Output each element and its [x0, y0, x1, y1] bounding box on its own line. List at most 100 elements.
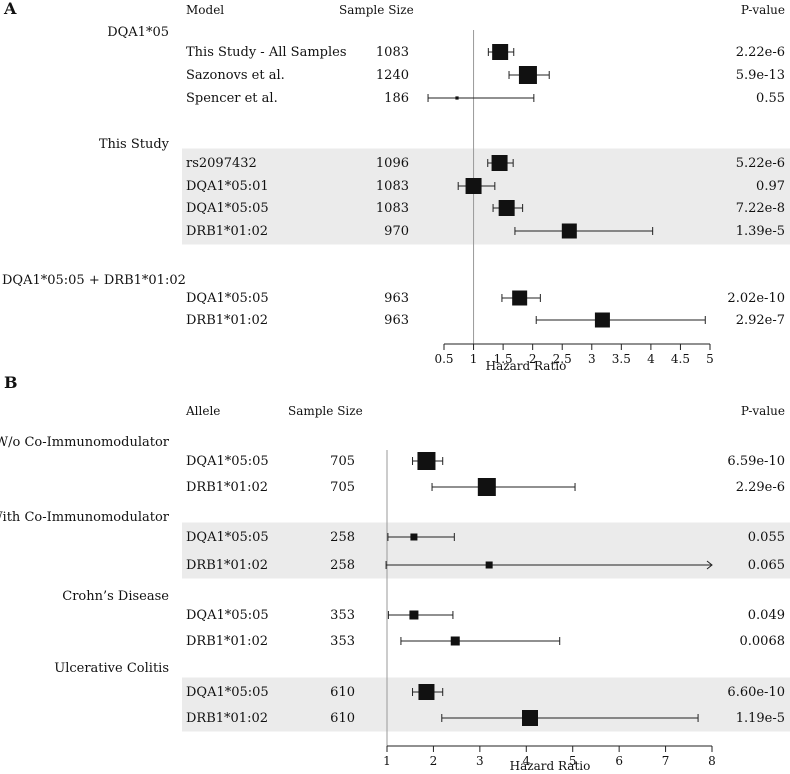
panel-a-x-tick-label-10: 5: [706, 352, 714, 366]
panel-b-group-4-row-2-label: DRB1*01:02: [186, 711, 268, 726]
panel-b-x-axis-label: Hazard Ratio: [510, 759, 591, 773]
panel-a-x-tick-label-2: 1: [470, 352, 478, 366]
panel-a-x-tick-label-1: 0.5: [434, 352, 453, 366]
panel-b-group-4-shade: [182, 677, 790, 732]
panel-a-group-2-row-4-sample-size: 970: [384, 224, 409, 239]
panel-a-x-tick-label-6: 3: [588, 352, 596, 366]
panel-b-x-tick-label-3: 3: [476, 754, 484, 768]
panel-a-x-tick-label-8: 4: [647, 352, 655, 366]
panel-b-x-tick-label-4: 4: [522, 754, 530, 768]
panel-a-group-2-row-4-label: DRB1*01:02: [186, 224, 268, 239]
panel-a-group-2-shade: [182, 148, 790, 245]
panel-b-group-3-row-1-pvalue: 0.049: [748, 608, 785, 623]
panel-b-group-2-title: With Co-Immunomodulator: [0, 510, 170, 525]
panel-b-x-tick-label-7: 7: [662, 754, 670, 768]
panel-b-x-tick-label-2: 2: [430, 754, 438, 768]
panel-b-x-tick-label-6: 6: [615, 754, 623, 768]
panel-a-x-tick-label-9: 4.5: [671, 352, 690, 366]
panel-b-group-4-row-1-hr-point: [418, 684, 435, 700]
panel-a-x-axis-label: Hazard Ratio: [486, 359, 567, 373]
panel-a-group-1-row-2-label: Sazonovs et al.: [186, 68, 285, 83]
panel-a: A Model Sample Size P-value DQA1*05 This…: [2, 0, 790, 373]
panel-b-letter: B: [4, 373, 18, 392]
panel-a-x-tick-label-4: 2: [529, 352, 537, 366]
panel-a-group-2-row-2-pvalue: 0.97: [756, 179, 785, 194]
panel-a-group-3-title: DQA1*05:05 + DRB1*01:02: [2, 273, 186, 288]
panel-b: B Allele Sample Size P-value W/o Co-Immu…: [0, 373, 790, 773]
panel-b-group-3-title: Crohn’s Disease: [62, 589, 169, 604]
panel-a-group-3-row-2-hr-point: [594, 312, 610, 328]
panel-a-group-3-row-2-sample-size: 963: [384, 313, 409, 328]
panel-a-group-1-row-2-hr-point: [518, 66, 537, 84]
panel-a-group-2-row-4-pvalue: 1.39e-5: [736, 224, 785, 239]
panel-a-letter: A: [3, 0, 17, 18]
panel-a-x-tick-label-5: 2.5: [553, 352, 572, 366]
panel-b-x-tick-label-8: 8: [708, 754, 716, 768]
panel-a-x-tick-label-7: 3.5: [612, 352, 631, 366]
panel-b-group-1-row-2-label: DRB1*01:02: [186, 480, 268, 495]
panel-b-group-4-title: Ulcerative Colitis: [54, 661, 169, 676]
panel-b-group-2-row-2-label: DRB1*01:02: [186, 558, 268, 573]
panel-a-group-2-row-1-sample-size: 1096: [376, 156, 409, 171]
panel-a-group-1-row-1-hr-point: [492, 44, 509, 60]
panel-b-group-3-row-1-sample-size: 353: [330, 608, 355, 623]
panel-a-group-1-row-1-sample-size: 1083: [376, 45, 409, 60]
panel-b-group-3-row-1-label: DQA1*05:05: [186, 608, 269, 623]
panel-b-group-2-row-1-label: DQA1*05:05: [186, 530, 269, 545]
panel-a-group-3-row-1-sample-size: 963: [384, 291, 409, 306]
panel-a-group-1-row-3-hr-point: [455, 96, 459, 100]
panel-b-group-2-row-2-pvalue: 0.065: [748, 558, 785, 573]
panel-a-header-sample-size: Sample Size: [339, 3, 414, 17]
panel-b-x-tick-label-5: 5: [569, 754, 577, 768]
panel-a-group-2-row-1-pvalue: 5.22e-6: [736, 156, 785, 171]
panel-a-header-model: Model: [186, 3, 224, 17]
panel-b-group-3-row-2-sample-size: 353: [330, 634, 355, 649]
panel-a-x-axis: 0.5 1 1.5 2 2.5 3 3.5 4 4.5 5: [434, 343, 714, 366]
panel-a-group-1-row-3-sample-size: 186: [384, 91, 409, 106]
panel-b-group-1-row-1-label: DQA1*05:05: [186, 454, 269, 469]
panel-b-group-1-title: W/o Co-Immunomodulator: [0, 435, 170, 450]
panel-b-group-2-shade: [182, 522, 790, 579]
panel-b-group-3-row-2-label: DRB1*01:02: [186, 634, 268, 649]
panel-a-group-3-row-1-label: DQA1*05:05: [186, 291, 269, 306]
panel-b-rows: DQA1*05:05 705 6.59e-10 DRB1*01:02 705 2.29e-…: [182, 450, 790, 746]
panel-b-x-axis: 1 2 3 4 5 6 7 8: [383, 745, 716, 768]
panel-b-header-allele: Allele: [185, 404, 220, 418]
panel-a-x-tick-label-3: 1.5: [494, 352, 513, 366]
panel-a-group-1-row-2-pvalue: 5.9e-13: [736, 68, 785, 83]
panel-a-group-1-row-3-pvalue: 0.55: [756, 91, 785, 106]
panel-b-group-1-row-2-sample-size: 705: [330, 480, 355, 495]
panel-a-group-1-title: DQA1*05: [107, 25, 169, 40]
panel-a-rows: This Study - All Samples 1083 2.22e-6 Sazon…: [182, 30, 790, 344]
panel-b-group-4-row-2-sample-size: 610: [330, 711, 355, 726]
panel-a-group-2-row-2-sample-size: 1083: [376, 179, 409, 194]
panel-b-group-1-row-1-sample-size: 705: [330, 454, 355, 469]
panel-a-group-2-row-3-sample-size: 1083: [376, 201, 409, 216]
panel-b-group-4-row-2-hr-point: [522, 710, 538, 726]
panel-a-group-2-row-1-hr-point: [491, 155, 508, 171]
panel-a-group-3-row-2-pvalue: 2.92e-7: [736, 313, 785, 328]
panel-a-group-3-row-2-label: DRB1*01:02: [186, 313, 268, 328]
panel-b-x-tick-label-1: 1: [383, 754, 391, 768]
panel-a-group-2-row-1-label: rs2097432: [186, 156, 257, 171]
panel-a-group-1-row-2-sample-size: 1240: [376, 68, 409, 83]
panel-b-group-4-row-1-label: DQA1*05:05: [186, 685, 269, 700]
panel-b-header-sample-size: Sample Size: [288, 404, 363, 418]
panel-a-group-1-row-3-label: Spencer et al.: [186, 91, 278, 106]
panel-b-group-2-row-2-hr-point: [485, 561, 493, 569]
panel-b-header-pvalue: P-value: [741, 404, 785, 418]
panel-b-group-3-row-2-pvalue: 0.0068: [740, 634, 786, 649]
panel-a-group-2-row-3-hr-point: [498, 200, 515, 216]
panel-a-group-1-row-1-label: This Study - All Samples: [186, 45, 347, 60]
panel-b-group-4-row-2-pvalue: 1.19e-5: [736, 711, 785, 726]
panel-b-group-2-row-1-pvalue: 0.055: [748, 530, 785, 545]
panel-a-group-2-row-3-label: DQA1*05:05: [186, 201, 269, 216]
panel-a-group-2-row-4-hr-point: [561, 223, 577, 239]
panel-b-group-1-row-2-pvalue: 2.29e-6: [736, 480, 785, 495]
panel-b-group-2-row-1-sample-size: 258: [330, 530, 355, 545]
panel-a-header-pvalue: P-value: [741, 3, 785, 17]
panel-b-group-1-row-2-hr-point: [477, 478, 496, 496]
panel-b-group-1-row-1-pvalue: 6.59e-10: [727, 454, 785, 469]
panel-a-group-2-title: This Study: [99, 137, 170, 152]
panel-b-group-1-row-1-hr-point: [417, 452, 436, 470]
